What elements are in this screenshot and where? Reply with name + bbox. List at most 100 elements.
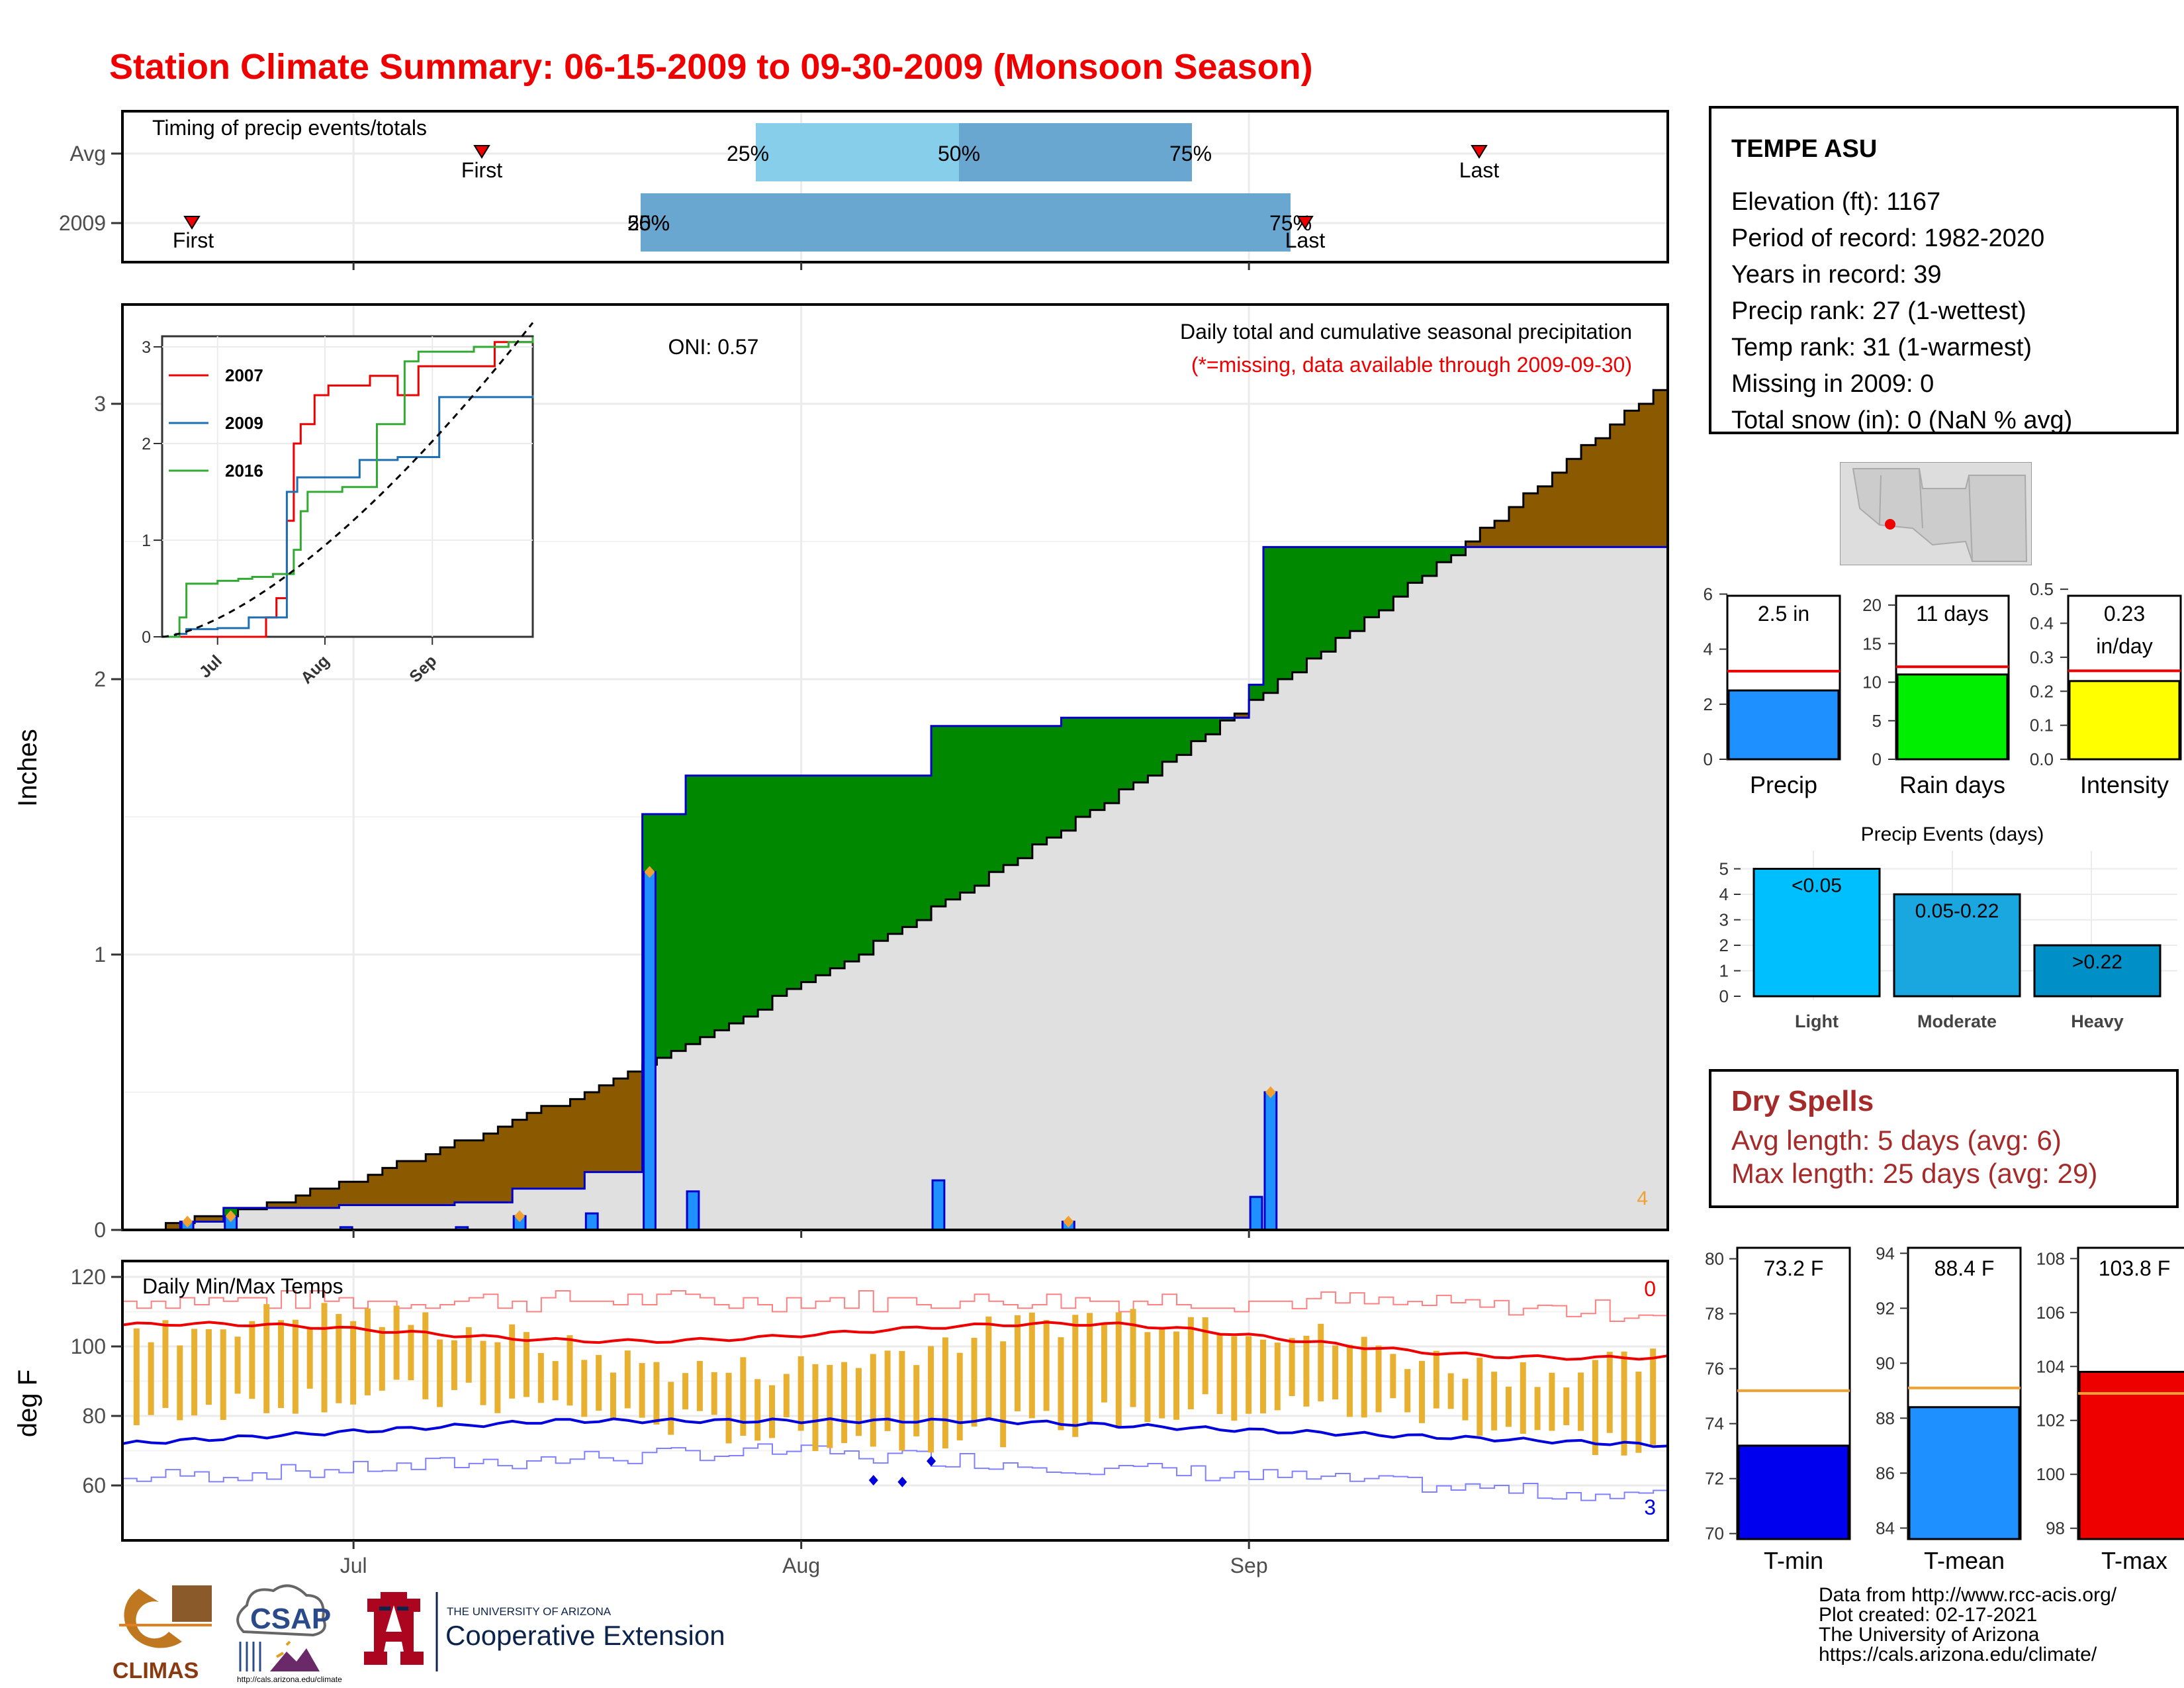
climas-logo-text: CLIMAS bbox=[113, 1658, 199, 1683]
daily-temp-bar bbox=[292, 1319, 298, 1414]
cumulative-diff-segment bbox=[1263, 547, 1279, 693]
daily-temp-bar bbox=[1433, 1350, 1439, 1409]
cumulative-diff-segment bbox=[483, 1133, 498, 1203]
daily-temp-bar bbox=[1419, 1360, 1426, 1423]
events-y-tick: 1 bbox=[1719, 961, 1729, 981]
avg-cumulative-line bbox=[122, 376, 1669, 1231]
inset-series-2007 bbox=[162, 337, 534, 638]
summary-y-tick: 0 bbox=[1872, 749, 1882, 769]
daily-temp-bar bbox=[711, 1372, 717, 1415]
daily-temp-bar bbox=[263, 1304, 270, 1413]
cumulative-diff-segment bbox=[1508, 507, 1524, 547]
inset-y-tick: 3 bbox=[142, 338, 151, 357]
summary-y-tick: 0.3 bbox=[2030, 647, 2054, 667]
daily-temp-bar bbox=[1477, 1358, 1483, 1436]
daily-temp-bar bbox=[379, 1327, 385, 1391]
daily-temp-bar bbox=[639, 1363, 645, 1418]
cumulative-diff-segment bbox=[267, 1202, 282, 1208]
daily-temp-bar bbox=[1259, 1339, 1266, 1414]
summary-y-tick: 4 bbox=[1704, 639, 1713, 659]
cumulative-diff-segment bbox=[729, 775, 744, 1023]
cumulative-diff-segment bbox=[945, 726, 961, 900]
cumulative-diff-segment bbox=[671, 814, 686, 1051]
temp-bar-y-tick: 84 bbox=[1876, 1518, 1895, 1538]
cumulative-diff-segment bbox=[1567, 459, 1582, 547]
events-bar-label: <0.05 bbox=[1792, 875, 1842, 897]
daily-temp-bar bbox=[1621, 1351, 1627, 1456]
temp-count-hi: 0 bbox=[1644, 1277, 1656, 1301]
daily-temp-bar bbox=[451, 1340, 457, 1390]
station-temp-rank: Temp rank: 31 (1-warmest) bbox=[1731, 334, 2032, 361]
summary-bar-name: Rain days bbox=[1899, 771, 2005, 798]
daily-temp-bar bbox=[437, 1339, 443, 1407]
cumulative-diff-segment bbox=[1624, 410, 1639, 547]
normal-min-line bbox=[122, 1417, 1668, 1448]
svg-text:http://cals.arizona.edu/climat: http://cals.arizona.edu/climate bbox=[237, 1675, 342, 1684]
inset-legend-label: 2016 bbox=[225, 461, 263, 481]
cumulative-diff-segment bbox=[1349, 547, 1365, 632]
cumulative-diff-segment bbox=[527, 1113, 542, 1189]
cumulative-diff-segment bbox=[1552, 473, 1567, 547]
daily-temp-bar bbox=[321, 1303, 328, 1413]
daily-temp-bar bbox=[1028, 1312, 1035, 1419]
oni-label: ONI: 0.57 bbox=[668, 335, 759, 359]
station-precip-rank: Precip rank: 27 (1-wettest) bbox=[1731, 297, 2026, 325]
locator-map bbox=[1840, 462, 2032, 565]
daily-temp-bar bbox=[855, 1368, 862, 1436]
temp-value-label: 88.4 F bbox=[1934, 1256, 1995, 1280]
daily-temp-bar bbox=[610, 1372, 616, 1419]
daily-temp-bar bbox=[1361, 1336, 1367, 1418]
summary-y-tick: 10 bbox=[1862, 673, 1882, 692]
daily-temp-bar bbox=[783, 1374, 790, 1418]
daily-temp-bar bbox=[191, 1329, 198, 1416]
summary-y-tick: 0.5 bbox=[2030, 579, 2054, 599]
avg-last-label: Last bbox=[1459, 158, 1500, 182]
station-period: Period of record: 1982-2020 bbox=[1731, 224, 2045, 252]
dry-spells-max: Max length: 25 days (avg: 29) bbox=[1731, 1158, 2098, 1189]
daily-temp-bar bbox=[1303, 1335, 1310, 1407]
summary-bar-0 bbox=[1727, 689, 1840, 761]
y2009-first-label: First bbox=[173, 228, 214, 252]
daily-temp-bar bbox=[480, 1340, 486, 1405]
cumulative-diff-segment bbox=[512, 1119, 527, 1189]
precip-events-chart: Precip Events (days) <0.05 Light 0.05-0.22 M… bbox=[1719, 823, 2177, 1031]
record-low-marker bbox=[868, 1475, 878, 1486]
daily-temp-bar bbox=[985, 1316, 992, 1419]
y2009-first-marker bbox=[183, 216, 201, 230]
events-bar-label: 0.05-0.22 bbox=[1915, 900, 1999, 922]
y2009-last-label: Last bbox=[1285, 228, 1326, 252]
daily-temp-bar bbox=[1318, 1323, 1324, 1402]
daily-temp-bar bbox=[1087, 1313, 1093, 1425]
timing-frame bbox=[121, 110, 1669, 263]
cumulative-diff-segment bbox=[758, 775, 773, 1010]
cumulative-diff-segment bbox=[700, 775, 715, 1037]
cumulative-diff-segment bbox=[772, 775, 788, 996]
daily-temp-bar bbox=[133, 1328, 140, 1426]
record-marker bbox=[644, 866, 655, 878]
station-snow: Total snow (in): 0 (NaN % avg) bbox=[1731, 406, 2073, 434]
summary-y-tick: 6 bbox=[1704, 584, 1713, 604]
cumulative-diff-segment bbox=[324, 1188, 340, 1208]
cumulative-diff-segment bbox=[1422, 547, 1437, 576]
summary-bar-name: Precip bbox=[1750, 771, 1817, 798]
daily-temp-bar bbox=[841, 1362, 848, 1444]
y2009-cumulative-line bbox=[122, 545, 1668, 1231]
station-name: TEMPE ASU bbox=[1731, 135, 1878, 163]
daily-precip-bar bbox=[686, 1190, 700, 1231]
cumulative-diff-segment bbox=[440, 1147, 455, 1205]
ua-logo: THE UNIVERSITY OF ARIZONA Cooperative Ex… bbox=[364, 1592, 725, 1671]
daily-temp-bar bbox=[393, 1305, 400, 1380]
cumulative-diff-segment bbox=[382, 1168, 398, 1205]
logos: CLIMAS CSAP http://cals.arizona.edu/clim… bbox=[113, 1584, 725, 1684]
daily-temp-bar bbox=[408, 1325, 414, 1381]
daily-temp-bar bbox=[971, 1337, 978, 1427]
summary-bar-name: Intensity bbox=[2080, 771, 2169, 798]
cumulative-diff-segment bbox=[1090, 718, 1105, 810]
inset-avg-line bbox=[161, 322, 534, 638]
cumulative-diff-segment bbox=[1277, 547, 1293, 679]
temp-y-tick: 120 bbox=[71, 1265, 106, 1289]
x-tick-label: Jul bbox=[340, 1554, 367, 1577]
inset-y-tick: 0 bbox=[142, 628, 151, 647]
